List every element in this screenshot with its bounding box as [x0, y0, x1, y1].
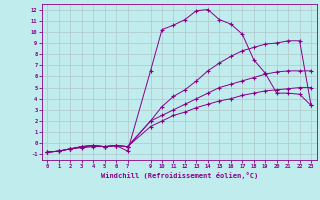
- X-axis label: Windchill (Refroidissement éolien,°C): Windchill (Refroidissement éolien,°C): [100, 172, 258, 179]
